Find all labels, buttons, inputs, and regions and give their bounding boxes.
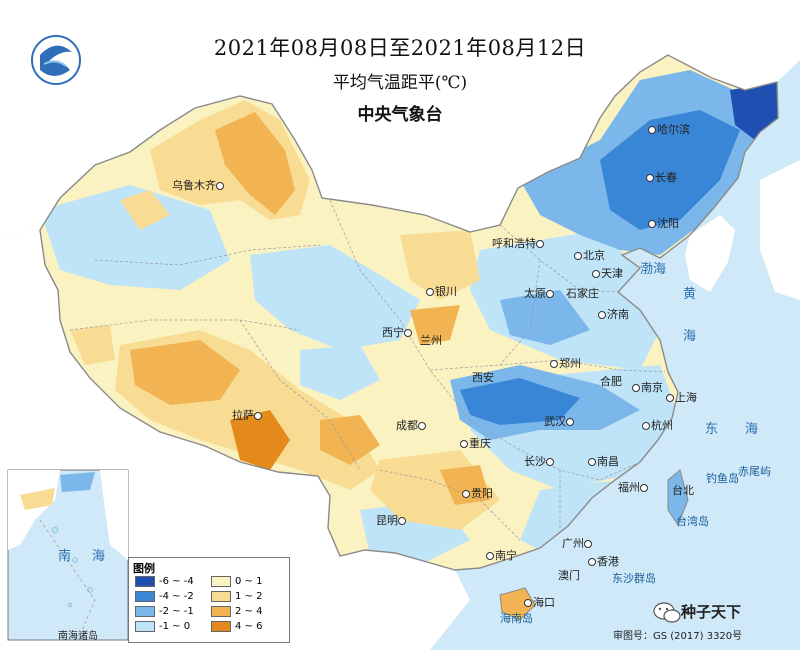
wechat-icon — [653, 602, 681, 623]
city-nanjing: 南京 — [632, 382, 663, 394]
city-shanghai: 上海 — [666, 392, 697, 404]
legend-item: 4 ~ 6 — [211, 620, 262, 633]
legend-item: -2 ~ -1 — [135, 605, 194, 618]
label-diaoyu: 钓鱼岛 — [706, 472, 739, 485]
city-urumqi: 乌鲁木齐 — [172, 180, 225, 192]
legend-swatch — [211, 621, 231, 632]
city-hangzhou: 杭州 — [642, 420, 673, 432]
city-xining: 西宁 — [382, 327, 413, 339]
legend-item: 0 ~ 1 — [211, 575, 262, 588]
city-tianjin: 天津 — [592, 268, 623, 280]
city-guangzhou: 广州 — [562, 538, 593, 550]
legend-label: -1 ~ 0 — [159, 621, 191, 632]
hainan-island — [499, 587, 536, 621]
cma-logo — [31, 35, 81, 85]
label-yellow-sea-2: 海 — [683, 329, 697, 344]
taiwan-island — [667, 469, 689, 527]
label-hainan-island: 海南岛 — [500, 612, 533, 625]
city-nanning: 南宁 — [486, 550, 517, 562]
watermark: 种子天下 — [655, 600, 741, 622]
neighbor-land-north — [0, 0, 800, 235]
city-beijing: 北京 — [574, 250, 605, 262]
neighbor-land-korea — [685, 215, 735, 292]
city-hohhot: 呼和浩特 — [492, 238, 545, 250]
legend-title: 图例 — [133, 562, 155, 575]
city-changchun: 长春 — [646, 172, 677, 184]
label-south-sea-1: 南 — [58, 549, 72, 564]
anomaly-shading — [40, 70, 778, 570]
city-nanchang: 南昌 — [588, 456, 619, 468]
label-east-sea-2: 海 — [745, 422, 759, 437]
city-macau: 澳门 — [558, 569, 580, 582]
approval-number: 审图号：GS (2017) 3320号 — [613, 631, 743, 642]
legend-swatch — [211, 606, 231, 617]
legend-item: -6 ~ -4 — [135, 575, 194, 588]
city-fuzhou: 福州 — [618, 482, 649, 494]
city-jinan: 济南 — [598, 309, 629, 321]
city-lanzhou: 兰州 — [420, 334, 442, 347]
legend-label: -6 ~ -4 — [159, 576, 194, 587]
city-harbin: 哈尔滨 — [648, 124, 690, 136]
city-haikou: 海口 — [524, 597, 555, 609]
legend-swatch — [135, 606, 155, 617]
map-title: 2021年08月08日至2021年08月12日 — [213, 36, 587, 60]
city-hefei: 合肥 — [600, 375, 622, 388]
city-hongkong: 香港 — [588, 556, 619, 568]
legend-label: 0 ~ 1 — [235, 576, 263, 587]
city-yinchuan: 银川 — [426, 286, 457, 298]
label-south-sea-2: 海 — [92, 549, 106, 564]
legend: 图例 -6 ~ -4 -4 ~ -2 -2 ~ -1 -1 ~ 0 0 ~ 1 … — [128, 557, 290, 643]
legend-swatch — [211, 591, 231, 602]
label-dongsha: 东沙群岛 — [612, 572, 656, 585]
watermark-text: 种子天下 — [681, 602, 742, 621]
legend-item: -4 ~ -2 — [135, 590, 194, 603]
legend-swatch — [135, 576, 155, 587]
city-shijiazhuang: 石家庄 — [566, 287, 599, 300]
city-chongqing: 重庆 — [460, 438, 491, 450]
city-chengdu: 成都 — [396, 420, 427, 432]
city-zhengzhou: 郑州 — [550, 358, 581, 370]
city-taipei: 台北 — [672, 484, 694, 497]
legend-label: 2 ~ 4 — [235, 606, 263, 617]
inset-label: 南海诸岛 — [58, 631, 98, 642]
legend-swatch — [135, 621, 155, 632]
legend-label: -2 ~ -1 — [159, 606, 194, 617]
label-bohai: 渤海 — [640, 262, 667, 277]
city-xian: 西安 — [472, 371, 494, 384]
city-taiyuan: 太原 — [524, 288, 555, 300]
province-boundaries — [69, 199, 666, 541]
legend-item: -1 ~ 0 — [135, 620, 190, 633]
neighbor-land-japan — [760, 160, 800, 300]
legend-label: 4 ~ 6 — [235, 621, 263, 632]
city-wuhan: 武汉 — [544, 416, 575, 428]
legend-label: 1 ~ 2 — [235, 591, 263, 602]
city-changsha: 长沙 — [524, 456, 555, 468]
legend-label: -4 ~ -2 — [159, 591, 194, 602]
label-east-sea-1: 东 — [705, 422, 719, 437]
map-subtitle: 平均气温距平(℃) — [332, 73, 468, 93]
city-guiyang: 贵阳 — [462, 488, 493, 500]
south-china-sea-inset — [7, 469, 129, 641]
legend-item: 1 ~ 2 — [211, 590, 262, 603]
city-kunming: 昆明 — [376, 515, 407, 527]
city-shenyang: 沈阳 — [648, 218, 679, 230]
legend-swatch — [211, 576, 231, 587]
label-chiwei: 赤尾屿 — [738, 465, 771, 478]
legend-swatch — [135, 591, 155, 602]
city-lhasa: 拉萨 — [232, 410, 263, 422]
agency-name: 中央气象台 — [357, 105, 443, 125]
label-yellow-sea-1: 黄 — [683, 287, 697, 302]
legend-item: 2 ~ 4 — [211, 605, 262, 618]
label-taiwan-island: 台湾岛 — [676, 515, 709, 528]
